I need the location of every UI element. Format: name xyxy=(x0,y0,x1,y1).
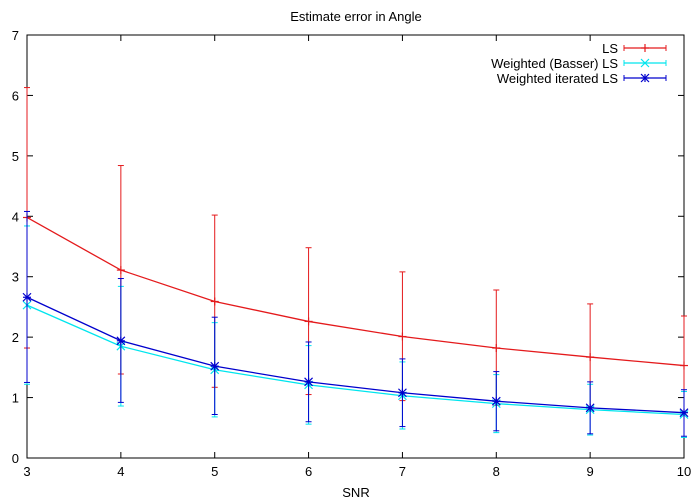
x-tick-label: 9 xyxy=(587,464,594,479)
series-line xyxy=(26,304,685,416)
data-point xyxy=(640,58,650,68)
legend-entry: Weighted (Basser) LS xyxy=(491,56,667,71)
data-point xyxy=(491,396,501,406)
data-point xyxy=(116,266,125,275)
data-point xyxy=(116,336,126,346)
x-tick-label: 7 xyxy=(399,464,406,479)
legend-label: Weighted iterated LS xyxy=(497,71,618,86)
marker-stroke xyxy=(640,58,650,68)
x-tick-label: 6 xyxy=(305,464,312,479)
marker-stroke xyxy=(585,403,595,413)
marker-stroke xyxy=(491,396,501,406)
x-axis-label: SNR xyxy=(342,485,369,500)
legend-label: LS xyxy=(602,41,618,56)
legend-entry: Weighted iterated LS xyxy=(497,71,667,86)
marker-stroke xyxy=(398,388,407,398)
x-tick-label: 10 xyxy=(677,464,691,479)
y-tick-label: 5 xyxy=(12,149,19,164)
y-tick-label: 1 xyxy=(12,391,19,406)
data-point xyxy=(210,361,220,371)
legend-entry: LS xyxy=(602,41,667,56)
marker-stroke xyxy=(116,336,126,346)
data-point xyxy=(585,403,595,413)
marker-stroke xyxy=(210,361,220,371)
marker-stroke xyxy=(679,408,689,418)
data-point xyxy=(304,317,313,326)
data-point xyxy=(398,388,407,398)
series-0 xyxy=(23,87,688,414)
marker-stroke xyxy=(22,292,32,302)
x-tick-label: 8 xyxy=(493,464,500,479)
x-tick-label: 4 xyxy=(117,464,124,479)
y-tick-label: 3 xyxy=(12,270,19,285)
x-tick-label: 3 xyxy=(23,464,30,479)
y-tick-label: 2 xyxy=(12,330,19,345)
data-point xyxy=(304,377,313,387)
data-point xyxy=(492,344,501,353)
data-point xyxy=(210,297,219,306)
marker-stroke xyxy=(304,377,313,387)
series-line xyxy=(26,216,685,367)
x-tick-label: 5 xyxy=(211,464,218,479)
y-tick-label: 7 xyxy=(12,28,19,43)
series-2 xyxy=(22,210,689,437)
marker-stroke xyxy=(640,73,650,83)
data-point xyxy=(679,408,689,418)
data-point xyxy=(22,292,32,302)
chart-title: Estimate error in Angle xyxy=(290,9,422,24)
data-point xyxy=(586,353,595,362)
data-point xyxy=(680,361,688,370)
series-line xyxy=(26,296,685,414)
plot-frame xyxy=(26,34,685,459)
data-point xyxy=(640,73,650,83)
y-tick-label: 6 xyxy=(12,88,19,103)
data-point xyxy=(398,332,407,341)
legend-label: Weighted (Basser) LS xyxy=(491,56,618,71)
y-tick-label: 0 xyxy=(12,451,19,466)
y-tick-label: 4 xyxy=(12,209,19,224)
data-point xyxy=(641,44,649,52)
